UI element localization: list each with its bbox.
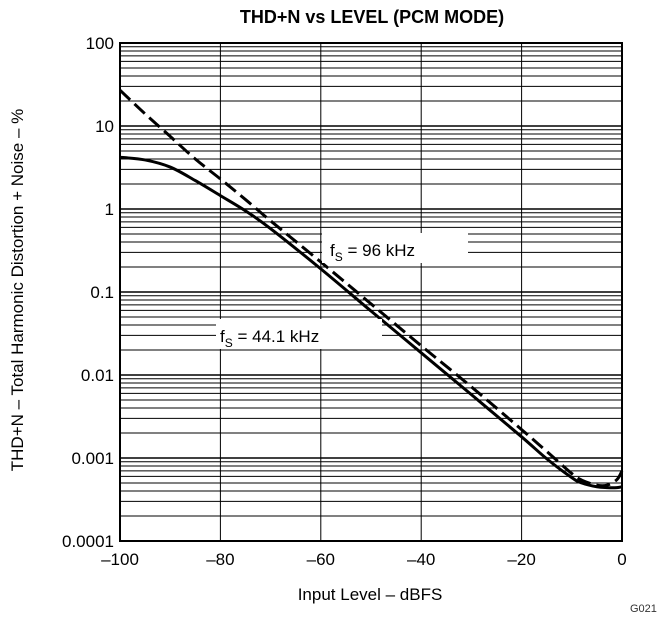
x-tick-label: –60 — [307, 550, 335, 569]
y-tick-label: 0.1 — [90, 283, 114, 302]
y-tick-label: 0.01 — [81, 366, 114, 385]
x-tick-label: –100 — [101, 550, 139, 569]
series-line-1 — [118, 89, 624, 488]
x-tick-labels: –100 –80 –60 –40 –20 0 — [101, 550, 627, 569]
series-layer — [118, 89, 624, 490]
chart-title: THD+N vs LEVEL (PCM MODE) — [240, 7, 504, 27]
series-line-0 — [119, 155, 623, 490]
plot-frame — [119, 42, 623, 542]
x-tick-label: –20 — [507, 550, 535, 569]
figure-code: G021 — [630, 603, 657, 615]
y-tick-label: 0.0001 — [62, 532, 114, 551]
annotation-96khz-box — [322, 233, 468, 263]
annotation-44khz: fS = 44.1 kHz — [216, 319, 382, 350]
annotation-44khz-label: fS = 44.1 kHz — [220, 327, 319, 350]
y-tick-label: 100 — [86, 34, 114, 53]
annotation-96khz: fS = 96 kHz — [322, 233, 468, 264]
x-tick-label: –80 — [206, 550, 234, 569]
y-tick-label: 0.001 — [71, 449, 114, 468]
y-tick-labels: 0.0001 0.001 0.01 0.1 1 10 100 — [62, 34, 114, 551]
annotation-96khz-label: fS = 96 kHz — [330, 241, 415, 264]
annotation-44khz-box — [216, 319, 382, 349]
x-tick-label: –40 — [407, 550, 435, 569]
x-tick-label: 0 — [617, 550, 626, 569]
y-tick-label: 1 — [105, 200, 114, 219]
y-tick-label: 10 — [95, 117, 114, 136]
y-axis-label: THD+N – Total Harmonic Distortion + Nois… — [8, 109, 27, 472]
grid — [119, 42, 623, 542]
x-axis-label: Input Level – dBFS — [298, 585, 443, 604]
